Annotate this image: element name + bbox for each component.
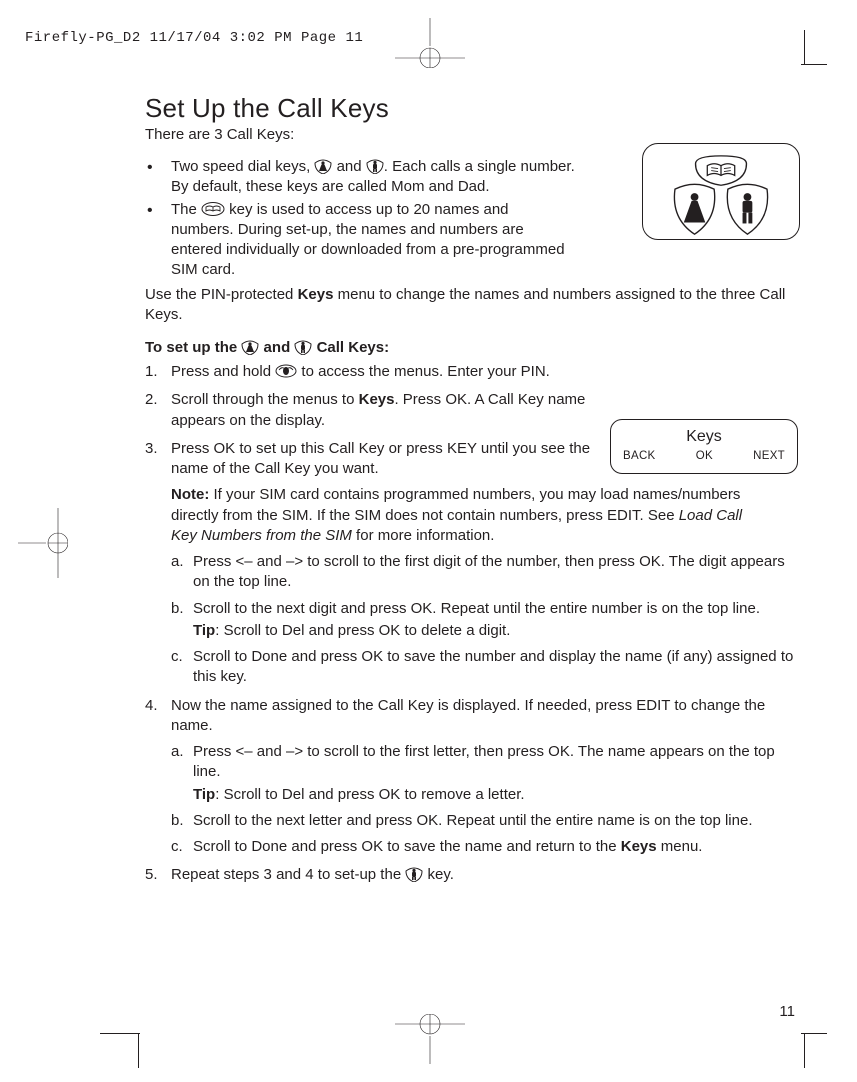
crop-mark-top (395, 18, 465, 68)
crop-line (801, 64, 827, 65)
text: Use the PIN-protected (145, 286, 298, 303)
pdf-header-line: Firefly-PG_D2 11/17/04 3:02 PM Page 11 (25, 30, 363, 46)
dad-key-icon (366, 158, 384, 174)
step-3c: Scroll to Done and press OK to save the … (171, 647, 805, 688)
text: : Scroll to Del and press OK to remove a… (215, 786, 524, 803)
text: Scroll to Done and press OK to save the … (193, 838, 621, 855)
firefly-key-icon (275, 363, 297, 379)
dad-key-icon (405, 866, 423, 882)
bullet-item: Two speed dial keys, and . Each calls a … (145, 157, 575, 198)
step-2: Scroll through the menus to Keys. Press … (145, 390, 805, 431)
text: and (332, 158, 365, 175)
crop-line (804, 30, 805, 64)
text: Press OK to set up this Call Key or pres… (171, 439, 601, 480)
text: Scroll to the next digit and press OK. R… (193, 600, 760, 617)
text-bold: Keys (359, 391, 395, 408)
tip-block: Tip: Scroll to Del and press OK to remov… (193, 785, 805, 805)
step-4a: Press <– and –> to scroll to the first l… (171, 742, 805, 805)
crop-line (100, 1033, 140, 1034)
text: If your SIM card contains programmed num… (171, 486, 740, 523)
call-keys-illustration (642, 143, 800, 240)
note-label: Note: (171, 486, 209, 503)
bullet-item: The key is used to access up to 20 names… (145, 200, 575, 281)
text: for more information. (352, 527, 495, 544)
mom-key-icon (314, 158, 332, 174)
note-block: Note: If your SIM card contains programm… (171, 485, 771, 546)
tip-label: Tip (193, 786, 215, 803)
to-set-up-heading: To set up the and Call Keys: (145, 339, 805, 356)
text: key. (423, 866, 454, 883)
text: and (259, 339, 294, 356)
tip-label: Tip (193, 622, 215, 639)
tip-block: Tip: Scroll to Del and press OK to delet… (193, 621, 805, 641)
crop-mark-left (18, 508, 68, 578)
text: Scroll to Done and press OK to save the … (193, 648, 793, 685)
text: : Scroll to Del and press OK to delete a… (215, 622, 510, 639)
text: to access the menus. Enter your PIN. (297, 363, 550, 380)
page-content: Set Up the Call Keys There are 3 Call Ke… (145, 93, 805, 894)
text: menu. (657, 838, 703, 855)
dad-key-icon (294, 339, 312, 355)
step-3b: Scroll to the next digit and press OK. R… (171, 599, 805, 642)
numbered-steps: Press and hold to access the menus. Ente… (145, 362, 805, 886)
step-3: Press OK to set up this Call Key or pres… (145, 439, 805, 688)
text: key is used to access up to 20 names and… (171, 201, 565, 279)
sub-steps: Press <– and –> to scroll to the first d… (171, 552, 805, 688)
text-bold: Keys (298, 286, 334, 303)
step-4b: Scroll to the next letter and press OK. … (171, 811, 805, 831)
text: Scroll to the next letter and press OK. … (193, 812, 752, 829)
text: Repeat steps 3 and 4 to set-up the (171, 866, 405, 883)
subtitle: There are 3 Call Keys: (145, 126, 805, 143)
text: The (171, 201, 201, 218)
text: To set up the (145, 339, 241, 356)
book-key-icon (201, 201, 225, 217)
pin-paragraph: Use the PIN-protected Keys menu to chang… (145, 285, 805, 326)
text: Press <– and –> to scroll to the first d… (193, 553, 785, 590)
page-title: Set Up the Call Keys (145, 93, 805, 124)
page-number: 11 (779, 1003, 795, 1020)
step-3a: Press <– and –> to scroll to the first d… (171, 552, 805, 593)
step-4: Now the name assigned to the Call Key is… (145, 696, 805, 858)
step-4c: Scroll to Done and press OK to save the … (171, 837, 805, 857)
text-bold: Keys (621, 838, 657, 855)
crop-mark-bottom (395, 1014, 465, 1064)
step-1: Press and hold to access the menus. Ente… (145, 362, 805, 382)
text: Two speed dial keys, (171, 158, 314, 175)
crop-line (138, 1034, 139, 1068)
text: Scroll through the menus to (171, 391, 359, 408)
text: Press <– and –> to scroll to the first l… (193, 743, 775, 780)
crop-line (804, 1034, 805, 1068)
step-5: Repeat steps 3 and 4 to set-up the key. (145, 865, 805, 885)
sub-steps: Press <– and –> to scroll to the first l… (171, 742, 805, 857)
text: Press and hold (171, 363, 275, 380)
mom-key-icon (241, 339, 259, 355)
text: Now the name assigned to the Call Key is… (171, 696, 805, 737)
text: Call Keys: (312, 339, 389, 356)
